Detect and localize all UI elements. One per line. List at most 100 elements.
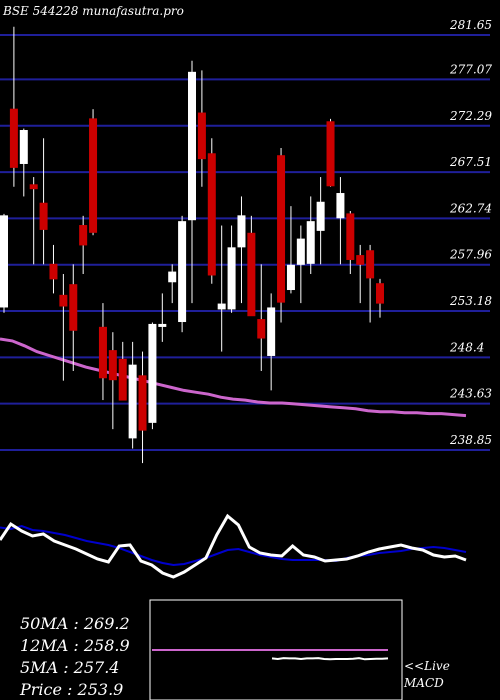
candle <box>39 138 48 265</box>
candle <box>306 196 315 275</box>
price-tick-label: 272.29 <box>449 109 492 123</box>
candle-body <box>9 108 18 168</box>
candle-body <box>49 263 58 280</box>
price-axis-labels: 281.65 277.07 272.29 267.51 262.74 257.96 253.… <box>449 18 492 447</box>
candle <box>19 128 28 197</box>
candle-body <box>346 213 355 260</box>
price-tick-label: 262.74 <box>449 201 492 215</box>
candle <box>148 322 157 430</box>
candle <box>257 264 266 371</box>
candle-body <box>237 215 246 248</box>
candle <box>197 70 206 187</box>
candle <box>316 177 325 265</box>
candle <box>0 213 8 313</box>
price-tick-label: 243.63 <box>449 387 492 401</box>
candle-body <box>39 202 48 230</box>
candle <box>207 138 216 284</box>
candle-body <box>257 319 266 339</box>
candle-body <box>197 112 206 160</box>
candle <box>247 215 256 317</box>
candle <box>366 244 375 323</box>
candle-body <box>29 184 38 190</box>
candle <box>346 210 355 275</box>
price-tick-label: 281.65 <box>449 18 492 32</box>
candle-body <box>227 247 236 310</box>
candle-body <box>168 271 177 283</box>
candle <box>296 225 305 304</box>
price-tick-label: 277.07 <box>449 62 492 76</box>
candle-body <box>326 121 335 187</box>
candle <box>286 206 295 294</box>
candle <box>9 26 18 187</box>
legend-12ma: 12MA : 258.9 <box>20 636 130 655</box>
histogram-trace <box>271 657 389 661</box>
candle <box>376 278 384 318</box>
moving-average-layer <box>0 337 467 418</box>
signal-line <box>0 513 467 579</box>
macd-histogram <box>152 649 389 661</box>
legend-price: Price : 253.9 <box>19 680 123 699</box>
candle <box>89 109 98 236</box>
candle <box>59 274 68 381</box>
candle <box>227 225 236 313</box>
candle-body <box>277 155 286 303</box>
candle-body <box>376 283 384 304</box>
candle <box>356 244 365 304</box>
candle <box>69 264 78 371</box>
price-tick-label: 238.85 <box>449 433 492 447</box>
ma50-line <box>0 337 467 418</box>
macd-panel <box>0 513 467 579</box>
macd-live-label: <<Live <box>404 659 450 673</box>
candle-body <box>188 71 196 221</box>
macd-line <box>0 524 467 567</box>
candle <box>188 60 196 304</box>
price-tick-label: 257.96 <box>449 248 492 262</box>
candle-body <box>336 193 345 219</box>
candle-body <box>128 364 137 439</box>
candle-body <box>366 250 375 279</box>
price-tick-label: 253.18 <box>449 294 492 308</box>
candle-body <box>356 255 365 265</box>
candle-body <box>148 323 157 423</box>
price-tick-label: 267.51 <box>449 155 492 169</box>
candle-body <box>0 215 8 308</box>
candle-body <box>118 358 127 401</box>
candle <box>217 225 226 352</box>
candle <box>138 351 147 464</box>
candle <box>168 264 177 304</box>
legend-50ma: 50MA : 269.2 <box>20 614 130 633</box>
candle-body <box>217 303 226 310</box>
chart-title: BSE 544228 munafasutra.pro <box>2 4 184 18</box>
candle-body <box>296 238 305 265</box>
candle-body <box>98 326 107 379</box>
candle-body <box>89 118 98 233</box>
candle-body <box>59 294 68 307</box>
candle <box>108 332 117 430</box>
candle <box>158 293 167 342</box>
candle-body <box>286 264 295 291</box>
candle <box>326 118 335 187</box>
candle-body <box>19 130 28 164</box>
candle <box>128 341 137 449</box>
candle-body <box>138 375 147 431</box>
candle <box>79 215 88 275</box>
macd-label: MACD <box>403 676 444 690</box>
candle-body <box>79 225 88 246</box>
candlestick-series <box>0 26 384 464</box>
candle <box>267 293 276 391</box>
candle <box>118 341 127 401</box>
candle <box>29 177 38 265</box>
candle <box>237 196 246 304</box>
candle-body <box>247 232 256 317</box>
legend-5ma: 5MA : 257.4 <box>20 658 119 677</box>
candle-body <box>69 284 78 331</box>
candle <box>98 303 107 401</box>
candle <box>49 244 58 294</box>
candle-body <box>158 323 167 327</box>
candle-body <box>178 221 187 323</box>
candle-body <box>306 221 315 264</box>
candle-body <box>316 201 325 231</box>
candle-body <box>108 350 117 381</box>
